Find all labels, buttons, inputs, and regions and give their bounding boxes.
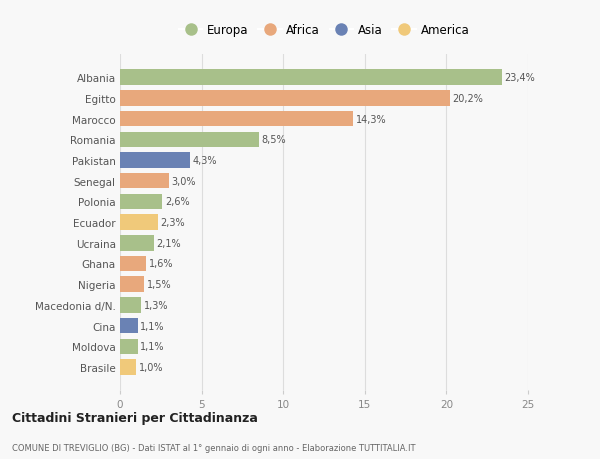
Bar (120, 132, 259, 148)
Bar (120, 235, 154, 251)
Text: 1,6%: 1,6% (149, 259, 173, 269)
Legend: Europa, Africa, Asia, America: Europa, Africa, Asia, America (175, 21, 473, 41)
Text: 3,0%: 3,0% (172, 176, 196, 186)
Bar (120, 256, 146, 272)
Text: COMUNE DI TREVIGLIO (BG) - Dati ISTAT al 1° gennaio di ogni anno - Elaborazione : COMUNE DI TREVIGLIO (BG) - Dati ISTAT al… (12, 443, 415, 452)
Text: 2,3%: 2,3% (160, 218, 185, 228)
Bar (120, 112, 353, 127)
Bar (120, 174, 169, 189)
Bar (120, 215, 158, 230)
Bar (120, 153, 190, 168)
Bar (120, 70, 502, 86)
Text: 4,3%: 4,3% (193, 156, 217, 166)
Bar (120, 339, 138, 354)
Text: 14,3%: 14,3% (356, 114, 386, 124)
Text: Cittadini Stranieri per Cittadinanza: Cittadini Stranieri per Cittadinanza (12, 412, 258, 425)
Text: 20,2%: 20,2% (452, 94, 483, 104)
Bar (120, 297, 141, 313)
Text: 1,5%: 1,5% (147, 280, 172, 290)
Text: 8,5%: 8,5% (261, 135, 286, 145)
Text: 1,0%: 1,0% (139, 362, 163, 372)
Text: 1,1%: 1,1% (140, 341, 165, 352)
Text: 2,1%: 2,1% (157, 238, 181, 248)
Text: 1,3%: 1,3% (143, 300, 168, 310)
Bar (120, 318, 138, 334)
Bar (120, 194, 163, 210)
Text: 2,6%: 2,6% (165, 197, 190, 207)
Bar (120, 277, 145, 292)
Text: 1,1%: 1,1% (140, 321, 165, 331)
Bar (120, 91, 449, 106)
Text: 23,4%: 23,4% (505, 73, 535, 83)
Bar (120, 359, 136, 375)
